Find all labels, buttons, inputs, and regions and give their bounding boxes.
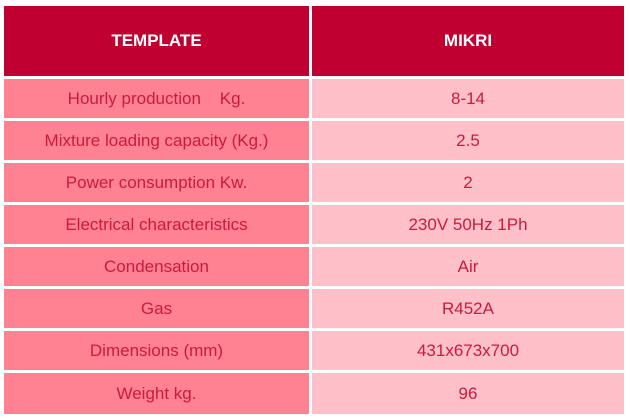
- specifications-table: TEMPLATE MIKRI Hourly production Kg. 8-1…: [4, 6, 624, 414]
- row-value-power-consumption: 2: [312, 163, 624, 205]
- row-label-mixture-capacity: Mixture loading capacity (Kg.): [4, 121, 312, 163]
- table-row: Power consumption Kw. 2: [4, 163, 624, 205]
- header-row: TEMPLATE MIKRI: [4, 6, 624, 79]
- row-label-gas: Gas: [4, 289, 312, 331]
- row-label-weight: Weight kg.: [4, 373, 312, 414]
- row-value-dimensions: 431x673x700: [312, 331, 624, 373]
- header-model-name: MIKRI: [312, 6, 624, 79]
- row-value-electrical: 230V 50Hz 1Ph: [312, 205, 624, 247]
- table-row: Weight kg. 96: [4, 373, 624, 414]
- table-row: Gas R452A: [4, 289, 624, 331]
- header-model-label: TEMPLATE: [4, 6, 312, 79]
- table-body: Hourly production Kg. 8-14 Mixture loadi…: [4, 79, 624, 414]
- row-label-electrical: Electrical characteristics: [4, 205, 312, 247]
- row-label-dimensions: Dimensions (mm): [4, 331, 312, 373]
- table-row: Mixture loading capacity (Kg.) 2.5: [4, 121, 624, 163]
- table-row: Condensation Air: [4, 247, 624, 289]
- row-value-weight: 96: [312, 373, 624, 414]
- row-value-condensation: Air: [312, 247, 624, 289]
- row-value-mixture-capacity: 2.5: [312, 121, 624, 163]
- table-row: Hourly production Kg. 8-14: [4, 79, 624, 121]
- table-header: TEMPLATE MIKRI: [4, 6, 624, 79]
- row-value-hourly-production: 8-14: [312, 79, 624, 121]
- row-value-gas: R452A: [312, 289, 624, 331]
- table-row: Electrical characteristics 230V 50Hz 1Ph: [4, 205, 624, 247]
- row-label-condensation: Condensation: [4, 247, 312, 289]
- row-label-hourly-production: Hourly production Kg.: [4, 79, 312, 121]
- row-label-power-consumption: Power consumption Kw.: [4, 163, 312, 205]
- table-row: Dimensions (mm) 431x673x700: [4, 331, 624, 373]
